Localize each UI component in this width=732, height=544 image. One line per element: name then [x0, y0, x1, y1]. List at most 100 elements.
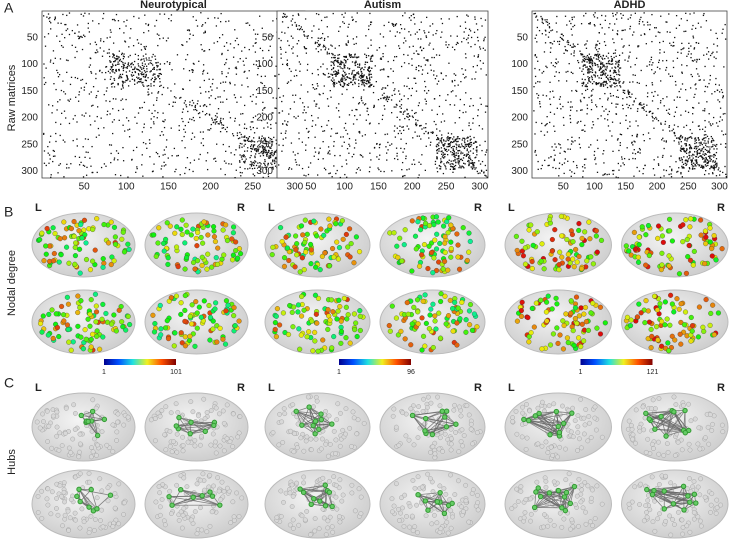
matrix-cell [129, 136, 130, 137]
matrix-cell [703, 142, 704, 143]
matrix-cell [704, 174, 705, 175]
matrix-cell [465, 28, 466, 29]
matrix-cell [602, 66, 603, 67]
matrix-cell [535, 38, 536, 39]
matrix-cell [486, 151, 487, 152]
matrix-cell [217, 41, 218, 42]
matrix-cell [189, 101, 190, 102]
node [94, 453, 98, 457]
matrix-cell [108, 71, 109, 72]
matrix-cell [706, 146, 707, 147]
matrix-cell [195, 109, 196, 110]
matrix-cell [437, 144, 438, 145]
matrix-cell [159, 38, 160, 39]
matrix-cell [117, 61, 118, 62]
matrix-cell [576, 165, 577, 166]
matrix-cell [253, 29, 254, 30]
matrix-cell [133, 75, 134, 76]
matrix-cell [470, 30, 471, 31]
node [176, 264, 181, 269]
node [174, 245, 179, 250]
matrix-cell [46, 16, 47, 17]
matrix-cell [344, 67, 345, 68]
matrix-cell [54, 151, 55, 152]
matrix-cell [720, 144, 721, 145]
matrix-cell [342, 62, 343, 63]
matrix-cell [686, 164, 687, 165]
matrix-cell [563, 117, 564, 118]
matrix-cell [582, 68, 583, 69]
node [180, 218, 185, 223]
matrix-cell [97, 172, 98, 173]
node [194, 243, 199, 248]
matrix-cell [164, 165, 165, 166]
matrix-cell [199, 112, 200, 113]
matrix-cell [140, 73, 141, 74]
matrix-cell [485, 105, 486, 106]
matrix-cell [387, 76, 388, 77]
matrix-cell [399, 119, 400, 120]
matrix-cell [348, 27, 349, 28]
x-tick-label: 150 [370, 182, 387, 193]
matrix-cell [412, 88, 413, 89]
matrix-cell [611, 85, 612, 86]
matrix-cell [458, 84, 459, 85]
matrix-cell [468, 35, 469, 36]
matrix-cell [355, 79, 356, 80]
matrix-cell [337, 66, 338, 67]
matrix-cell [434, 57, 435, 58]
matrix-cell [44, 150, 45, 151]
matrix-cell [681, 141, 682, 142]
matrix-cell [213, 158, 214, 159]
matrix-cell [452, 164, 453, 165]
matrix-cell [676, 28, 677, 29]
matrix-cell [361, 76, 362, 77]
matrix-cell [455, 75, 456, 76]
node [66, 327, 71, 332]
matrix-cell [647, 92, 648, 93]
matrix-cell [281, 32, 282, 33]
matrix-cell [149, 143, 150, 144]
node [233, 248, 238, 253]
node [215, 262, 220, 267]
matrix-cell [308, 131, 309, 132]
matrix-cell [602, 59, 603, 60]
matrix-cell [175, 97, 176, 98]
matrix-cell [66, 59, 67, 60]
matrix-cell [462, 130, 463, 131]
brain [145, 290, 248, 354]
matrix-cell [349, 138, 350, 139]
matrix-cell [614, 82, 615, 83]
matrix-cell [308, 35, 309, 36]
matrix-cell [573, 52, 574, 53]
matrix-cell [582, 61, 583, 62]
matrix-cell [154, 56, 155, 57]
matrix-cell [406, 143, 407, 144]
matrix-cell [357, 64, 358, 65]
matrix-cell [486, 170, 487, 171]
matrix-cell [83, 15, 84, 16]
matrix-cell [316, 88, 317, 89]
matrix-cell [275, 166, 276, 167]
matrix-cell [679, 25, 680, 26]
matrix-cell [687, 20, 688, 21]
matrix-cell [411, 58, 412, 59]
matrix-cell [571, 90, 572, 91]
node [78, 222, 83, 227]
x-tick-label: 200 [202, 182, 219, 193]
matrix-cell [415, 124, 416, 125]
matrix-cell [298, 132, 299, 133]
matrix-cell [676, 107, 677, 108]
matrix-cell [151, 56, 152, 57]
matrix-cell [675, 135, 676, 136]
matrix-cell [123, 64, 124, 65]
matrix-cell [683, 31, 684, 32]
matrix-cell [692, 25, 693, 26]
group-title: Neurotypical [140, 0, 207, 11]
matrix-cell [453, 150, 454, 151]
matrix-cell [254, 175, 255, 176]
matrix-cell [112, 133, 113, 134]
matrix-cell [584, 44, 585, 45]
matrix-cell [716, 158, 717, 159]
node [221, 409, 225, 413]
